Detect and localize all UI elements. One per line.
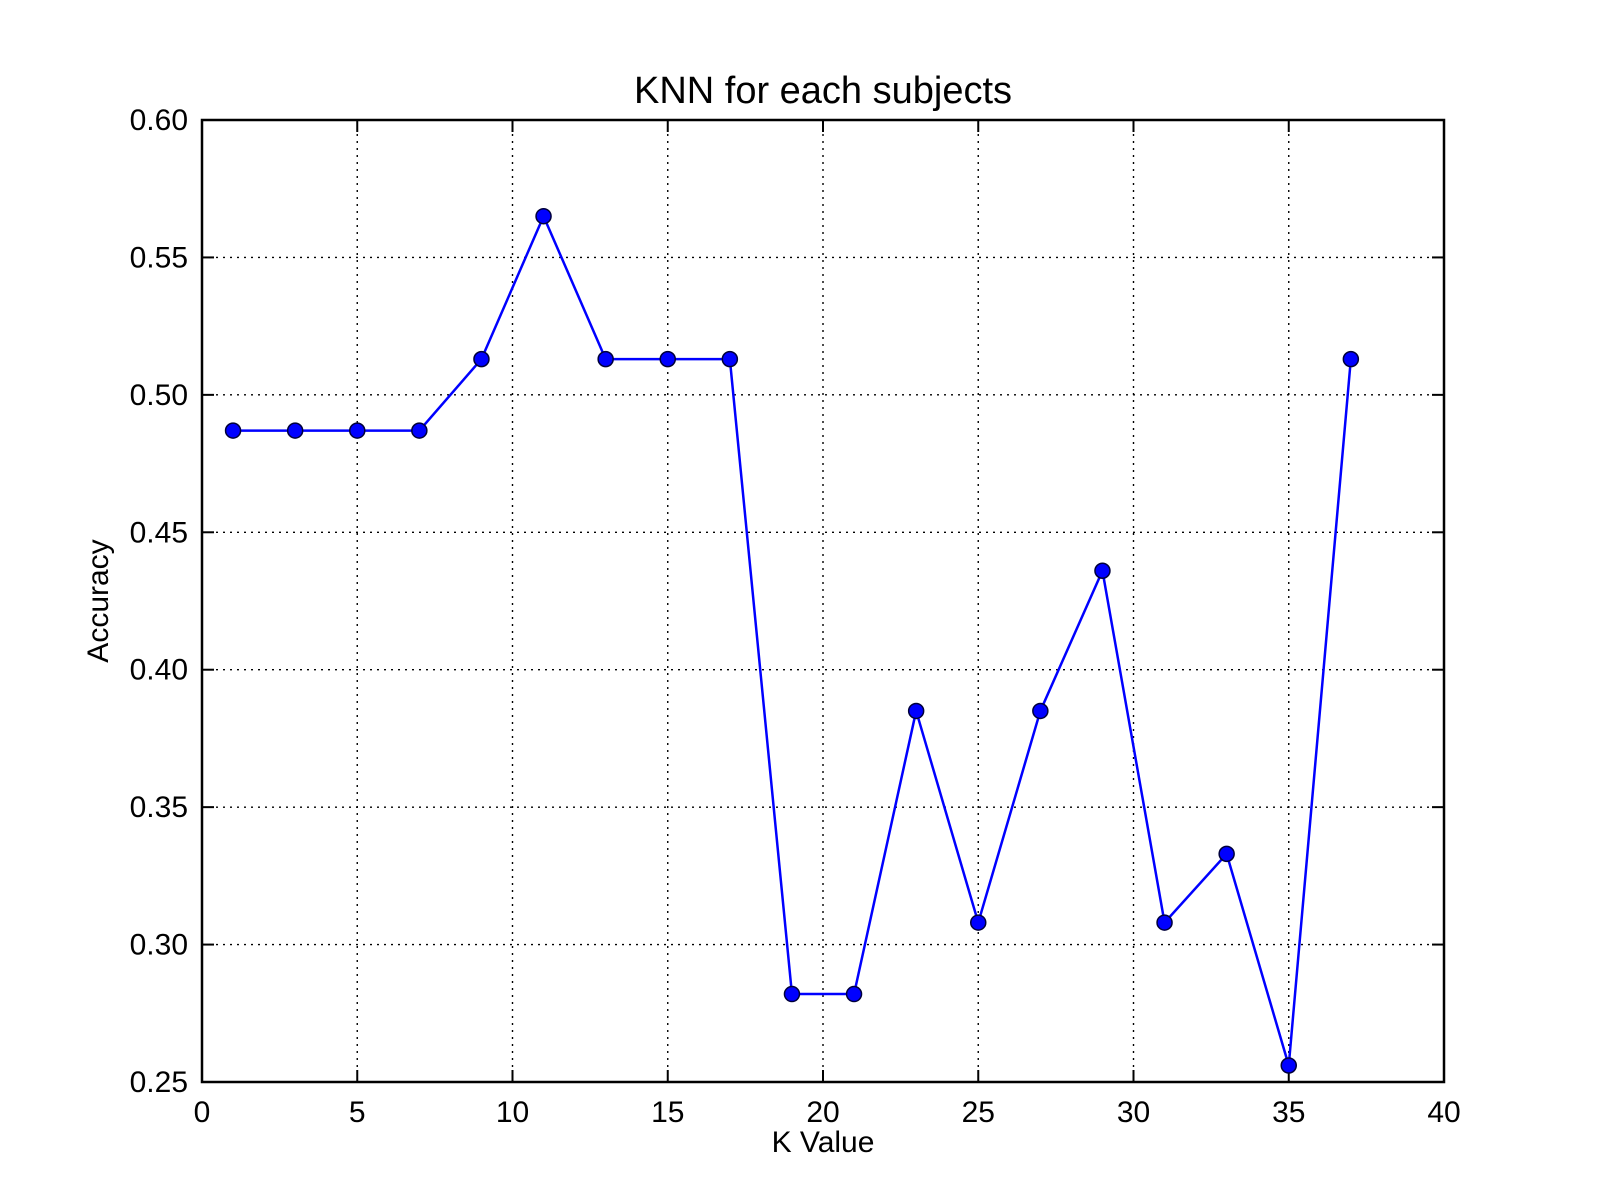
x-tick-label: 20	[806, 1096, 839, 1129]
data-point	[659, 350, 676, 368]
x-tick-label: 40	[1427, 1096, 1460, 1129]
data-point	[473, 350, 490, 368]
x-tick-labels: 0 5 10 15 20 25 30 35 40	[194, 1096, 1461, 1129]
y-tick-label: 0.30	[130, 929, 188, 962]
y-tick-labels: 0.25 0.30 0.35 0.40 0.45 0.50 0.55 0.60	[130, 104, 188, 1099]
series-layer	[224, 207, 1360, 1074]
x-tick-label: 25	[962, 1096, 995, 1129]
data-point	[224, 422, 242, 439]
x-tick-label: 15	[651, 1096, 684, 1129]
data-point	[1218, 845, 1235, 863]
y-tick-label: 0.25	[130, 1066, 188, 1099]
data-point	[1342, 350, 1360, 368]
y-tick-label: 0.40	[130, 654, 188, 687]
data-point	[907, 702, 925, 720]
y-axis-label: Accuracy	[82, 539, 115, 662]
y-tick-label: 0.55	[130, 241, 188, 274]
plot-frame	[200, 118, 1446, 1084]
y-tick-label: 0.60	[130, 104, 188, 137]
data-point	[970, 914, 987, 931]
y-tick-label: 0.45	[130, 516, 188, 549]
x-tick-label: 0	[194, 1096, 211, 1129]
y-tick-label: 0.35	[130, 791, 188, 824]
data-point	[783, 985, 801, 1003]
data-point	[1094, 562, 1111, 580]
chart-title: KNN for each subjects	[634, 70, 1012, 112]
data-point	[845, 985, 863, 1003]
x-tick-label: 10	[496, 1096, 529, 1129]
data-point	[721, 350, 739, 368]
x-tick-label: 5	[349, 1096, 366, 1129]
y-tick-label: 0.50	[130, 379, 188, 412]
data-point	[535, 207, 552, 225]
x-tick-label: 35	[1272, 1096, 1305, 1129]
x-tick-label: 30	[1117, 1096, 1150, 1129]
x-axis-label: K Value	[772, 1126, 875, 1159]
data-point	[411, 422, 428, 439]
data-point	[597, 350, 614, 368]
data-point	[1280, 1057, 1297, 1074]
data-point	[1156, 914, 1173, 931]
data-point	[286, 422, 304, 439]
data-point	[1032, 702, 1049, 720]
data-point	[349, 422, 366, 439]
